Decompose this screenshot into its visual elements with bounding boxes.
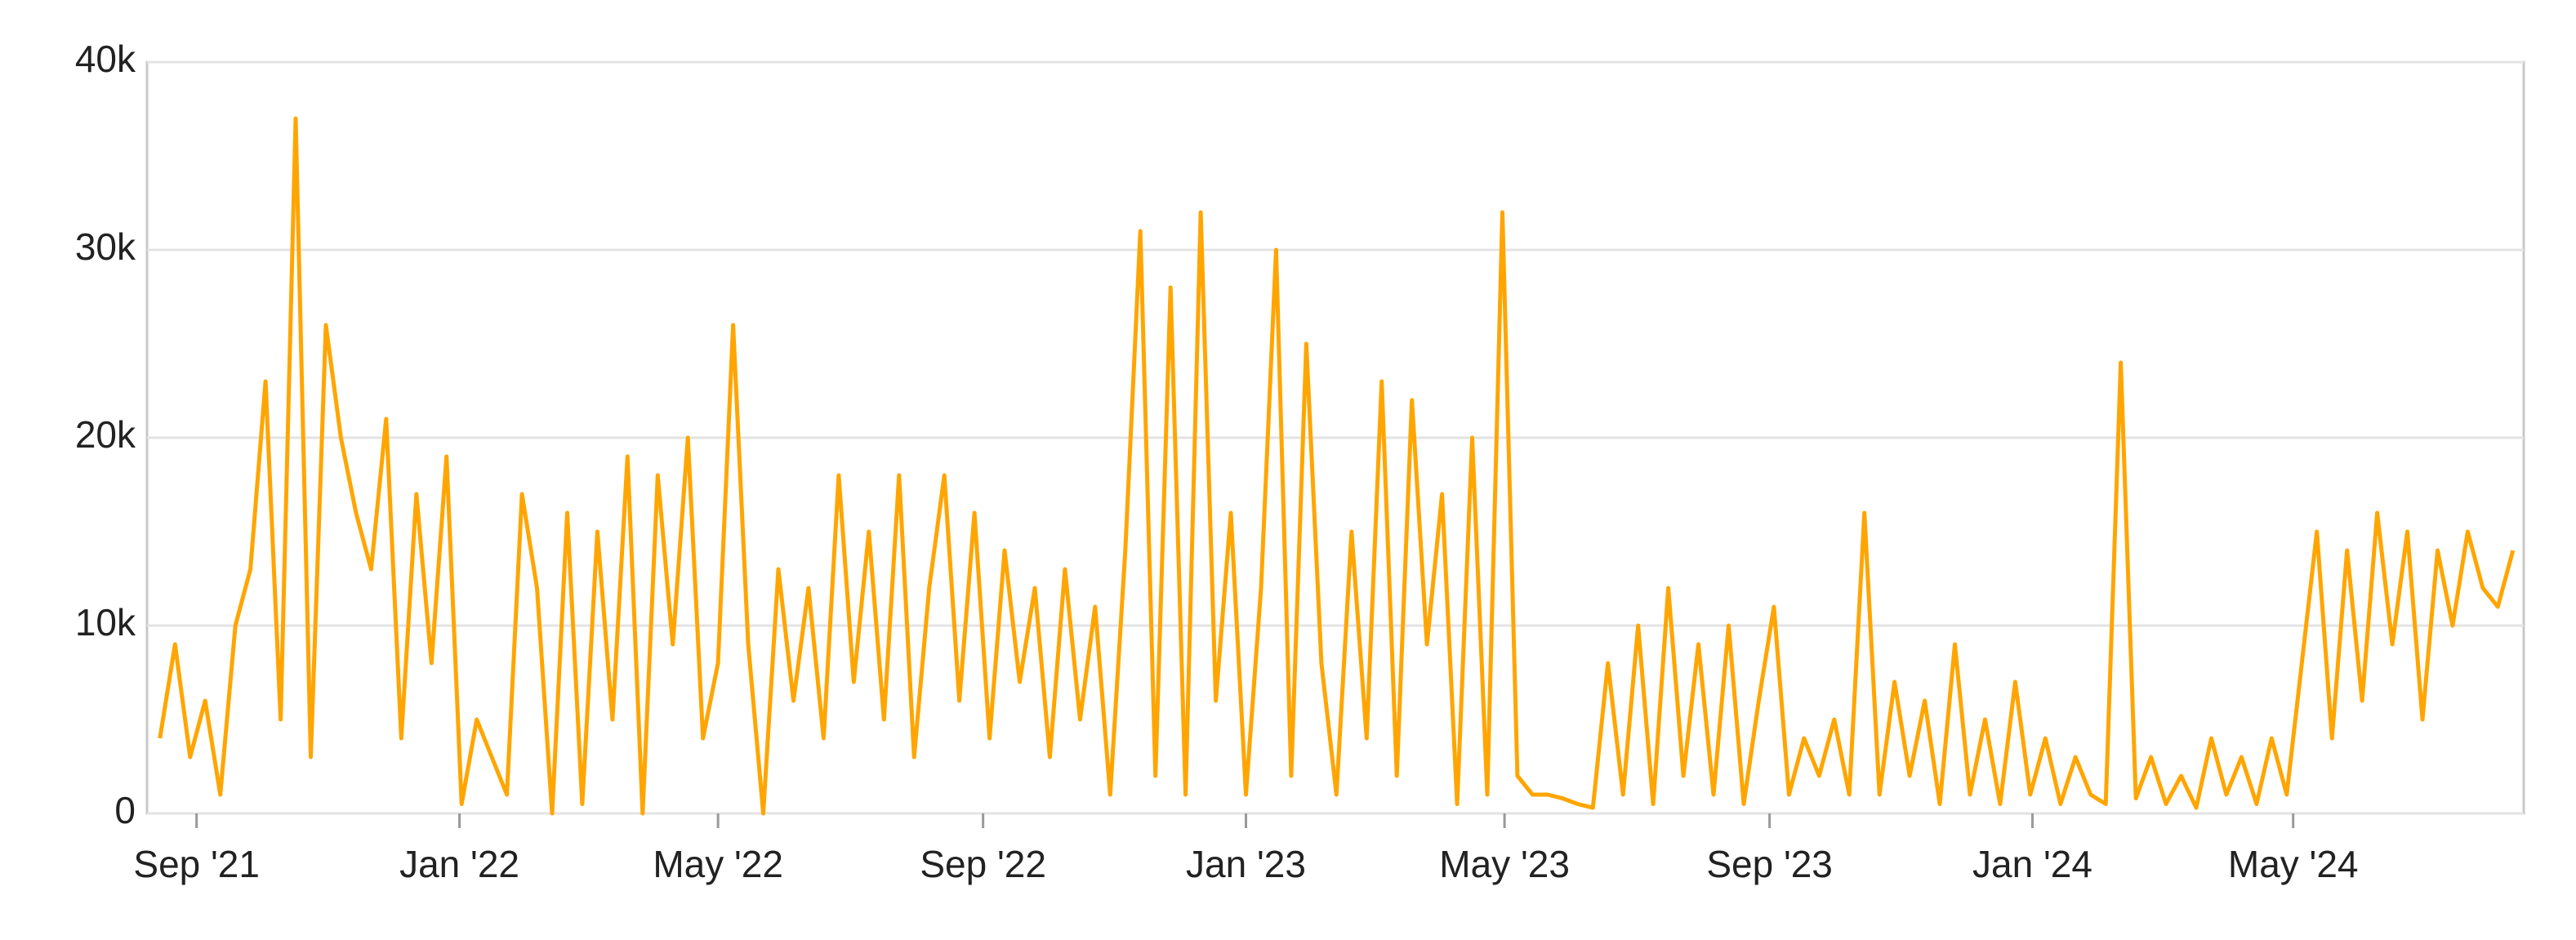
x-tick-label: Jan '24 xyxy=(1972,843,2092,885)
x-tick-label: Sep '22 xyxy=(920,843,1046,885)
x-tick-label: May '22 xyxy=(653,843,783,885)
data-line xyxy=(158,116,2516,816)
y-tick-label: 0 xyxy=(114,789,136,831)
x-tick-label: Sep '21 xyxy=(133,843,260,885)
x-tick-label: Jan '23 xyxy=(1186,843,1306,885)
x-tick-label: Jan '22 xyxy=(399,843,519,885)
x-tick-label: Sep '23 xyxy=(1706,843,1833,885)
x-tick-label: May '23 xyxy=(1439,843,1570,885)
y-tick-label: 30k xyxy=(75,225,136,268)
y-tick-label: 10k xyxy=(75,601,136,644)
y-tick-label: 20k xyxy=(75,413,136,456)
x-tick-label: May '24 xyxy=(2228,843,2359,885)
y-tick-label: 40k xyxy=(75,38,136,80)
